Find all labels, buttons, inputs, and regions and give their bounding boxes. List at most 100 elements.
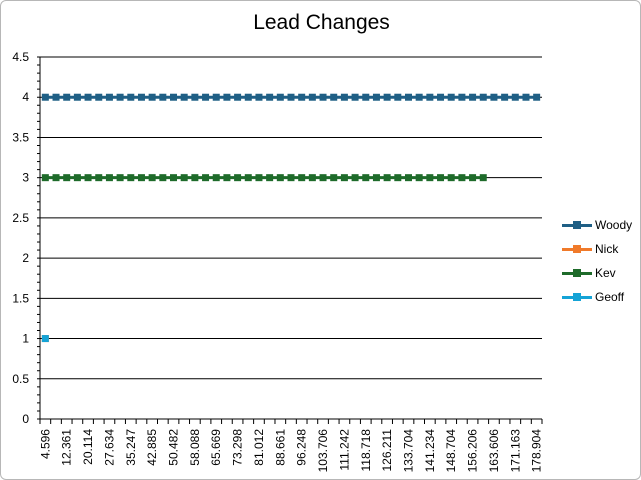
x-tick-label: 4.596 <box>38 429 52 459</box>
data-point-kev <box>276 174 284 182</box>
data-point-woody <box>479 93 487 101</box>
data-point-kev <box>244 174 252 182</box>
data-point-woody <box>522 93 530 101</box>
y-tick-label: 0 <box>22 412 29 426</box>
data-point-kev <box>426 174 434 182</box>
data-point-woody <box>340 93 348 101</box>
data-point-woody <box>202 93 210 101</box>
data-point-kev <box>202 174 210 182</box>
data-point-woody <box>287 93 295 101</box>
x-tick-label: 171.163 <box>508 429 522 473</box>
x-tick-label: 88.661 <box>273 429 287 466</box>
data-point-kev <box>394 174 402 182</box>
x-tick-label: 148.704 <box>444 429 458 473</box>
data-point-woody <box>426 93 434 101</box>
x-tick-label: 126.211 <box>380 429 394 472</box>
data-point-kev <box>362 174 370 182</box>
y-tick-label: 1.5 <box>12 291 29 305</box>
x-tick-label: 20.114 <box>81 429 95 465</box>
data-point-kev <box>105 174 113 182</box>
x-tick-label: 103.706 <box>316 429 330 473</box>
legend-item-woody: Woody <box>562 216 632 234</box>
y-tick-label: 1 <box>22 332 29 346</box>
legend-label: Woody <box>595 218 633 232</box>
data-point-woody <box>73 93 81 101</box>
data-point-kev <box>287 174 295 182</box>
data-point-geoff <box>41 335 49 343</box>
data-point-kev <box>223 174 231 182</box>
x-tick-label: 96.248 <box>295 429 309 466</box>
x-tick-label: 81.012 <box>252 429 266 466</box>
data-point-woody <box>501 93 509 101</box>
data-point-kev <box>180 174 188 182</box>
y-tick-label: 4.5 <box>12 50 29 64</box>
x-tick-label: 35.247 <box>124 429 138 466</box>
data-point-kev <box>340 174 348 182</box>
x-tick-label: 133.704 <box>401 429 415 473</box>
legend-marker <box>573 221 581 229</box>
legend-swatch <box>562 291 592 303</box>
data-point-woody <box>511 93 519 101</box>
data-point-woody <box>170 93 178 101</box>
data-point-woody <box>105 93 113 101</box>
data-point-kev <box>437 174 445 182</box>
data-point-kev <box>266 174 274 182</box>
x-tick-label: 156.206 <box>466 429 480 473</box>
data-point-kev <box>255 174 263 182</box>
data-point-kev <box>351 174 359 182</box>
data-point-kev <box>319 174 327 182</box>
data-point-woody <box>533 93 541 101</box>
data-point-woody <box>116 93 124 101</box>
data-point-woody <box>148 93 156 101</box>
data-point-woody <box>212 93 220 101</box>
data-point-kev <box>330 174 338 182</box>
data-point-woody <box>447 93 455 101</box>
data-point-kev <box>137 174 145 182</box>
data-point-kev <box>84 174 92 182</box>
data-point-woody <box>127 93 135 101</box>
data-point-woody <box>319 93 327 101</box>
y-tick-label: 2 <box>22 251 29 265</box>
chart-title: Lead Changes <box>253 11 390 34</box>
legend-marker <box>573 293 581 301</box>
data-point-kev <box>73 174 81 182</box>
data-point-woody <box>372 93 380 101</box>
data-point-woody <box>223 93 231 101</box>
data-point-woody <box>415 93 423 101</box>
data-point-kev <box>52 174 60 182</box>
x-tick-label: 42.885 <box>145 429 159 466</box>
data-point-kev <box>404 174 412 182</box>
data-point-woody <box>180 93 188 101</box>
data-point-kev <box>383 174 391 182</box>
data-point-kev <box>447 174 455 182</box>
x-tick-label: 141.234 <box>423 429 437 473</box>
legend-swatch <box>562 243 592 255</box>
legend-swatch <box>562 219 592 231</box>
data-point-woody <box>308 93 316 101</box>
y-tick-label: 0.5 <box>12 372 29 386</box>
data-point-woody <box>330 93 338 101</box>
data-point-kev <box>415 174 423 182</box>
x-tick-label: 27.634 <box>102 429 116 466</box>
x-tick-label: 111.242 <box>337 429 351 471</box>
legend-label: Nick <box>595 242 619 256</box>
legend-item-nick: Nick <box>562 240 618 258</box>
data-point-kev <box>63 174 71 182</box>
data-point-woody <box>404 93 412 101</box>
data-point-kev <box>298 174 306 182</box>
data-point-woody <box>244 93 252 101</box>
x-tick-label: 163.606 <box>487 429 501 473</box>
legend-item-kev: Kev <box>562 264 616 282</box>
data-point-woody <box>191 93 199 101</box>
data-point-kev <box>212 174 220 182</box>
data-point-woody <box>266 93 274 101</box>
data-point-woody <box>234 93 242 101</box>
data-point-woody <box>362 93 370 101</box>
legend-swatch <box>562 267 592 279</box>
data-point-kev <box>372 174 380 182</box>
data-point-kev <box>159 174 167 182</box>
data-point-woody <box>490 93 498 101</box>
data-point-kev <box>479 174 487 182</box>
data-point-woody <box>84 93 92 101</box>
